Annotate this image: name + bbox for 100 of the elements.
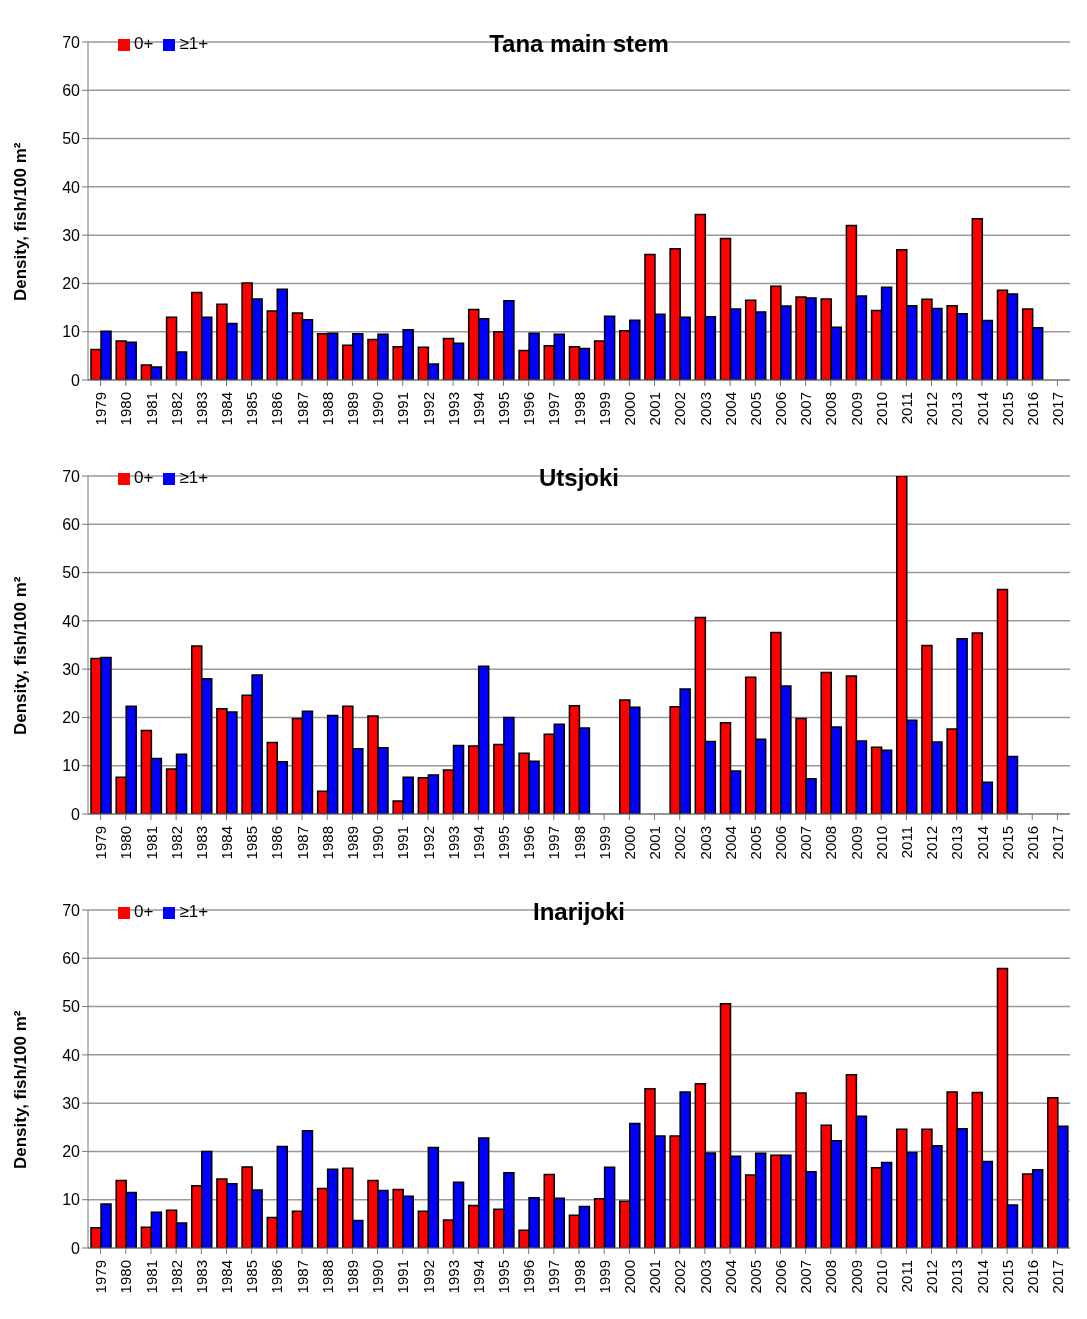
x-tick-label: 1988 — [318, 392, 336, 426]
y-tick-label: 70 — [62, 467, 81, 485]
x-tick-label: 1993 — [444, 1260, 462, 1294]
x-tick-label: 2001 — [646, 826, 664, 860]
chart-title: Utsjoki — [538, 464, 619, 491]
x-tick-label: 2016 — [1023, 392, 1041, 426]
x-tick-label: 1994 — [469, 392, 487, 426]
x-tick-label: 1992 — [419, 1260, 437, 1294]
x-tick-label: 2011 — [897, 392, 915, 425]
x-tick-label: 2004 — [721, 1260, 739, 1294]
x-tick-label: 1979 — [92, 392, 110, 426]
x-tick-label: 1985 — [243, 392, 261, 426]
x-tick-label: 2012 — [923, 1260, 941, 1294]
x-tick-label: 1996 — [520, 826, 538, 860]
x-tick-label: 1988 — [318, 1260, 336, 1294]
legend-label: ≥1+ — [179, 902, 209, 921]
x-tick-label: 1982 — [167, 1260, 185, 1294]
y-tick-label: 40 — [62, 1046, 81, 1064]
x-tick-label: 2011 — [897, 1260, 915, 1293]
x-tick-label: 1990 — [369, 826, 387, 860]
x-tick-label: 1980 — [117, 392, 135, 426]
x-tick-label: 2017 — [1049, 392, 1067, 426]
legend-label: 0+ — [134, 34, 154, 53]
x-tick-label: 2003 — [696, 392, 714, 426]
x-tick-label: 1986 — [268, 1260, 286, 1294]
x-tick-label: 1994 — [469, 826, 487, 860]
x-tick-label: 1999 — [595, 392, 613, 426]
x-tick-label: 2002 — [671, 392, 689, 426]
x-tick-label: 1979 — [92, 826, 110, 860]
x-tick-label: 2013 — [948, 392, 966, 426]
x-tick-label: 2004 — [721, 826, 739, 860]
x-tick-label: 1983 — [192, 392, 210, 426]
y-axis-title: Density, fish/100 m² — [11, 1010, 31, 1169]
x-tick-label: 1996 — [520, 392, 538, 426]
y-tick-label: 50 — [62, 564, 81, 582]
x-tick-label: 2017 — [1049, 1260, 1067, 1294]
x-tick-label: 2004 — [721, 392, 739, 426]
x-tick-label: 1986 — [268, 826, 286, 860]
x-tick-label: 2007 — [797, 392, 815, 426]
x-tick-label: 1990 — [369, 1260, 387, 1294]
y-tick-label: 20 — [62, 1143, 81, 1161]
y-tick-label: 30 — [62, 1094, 81, 1112]
y-tick-label: 40 — [62, 612, 81, 630]
x-tick-label: 2015 — [998, 826, 1016, 860]
x-tick-label: 1989 — [344, 826, 362, 860]
x-tick-label: 1999 — [595, 826, 613, 860]
y-tick-label: 0 — [71, 371, 81, 389]
x-tick-label: 1981 — [142, 1260, 160, 1294]
x-tick-label: 2016 — [1023, 826, 1041, 860]
y-axis-title: Density, fish/100 m² — [11, 142, 31, 301]
x-tick-label: 1990 — [369, 392, 387, 426]
x-tick-label: 1989 — [344, 392, 362, 426]
x-tick-label: 1985 — [243, 1260, 261, 1294]
x-tick-label: 2009 — [847, 1260, 865, 1294]
x-tick-label: 1999 — [595, 1260, 613, 1294]
y-tick-label: 20 — [62, 275, 81, 293]
x-tick-label: 1992 — [419, 826, 437, 860]
x-tick-label: 1983 — [192, 1260, 210, 1294]
x-tick-label: 2002 — [671, 826, 689, 860]
x-tick-label: 2006 — [772, 826, 790, 860]
y-tick-label: 60 — [62, 81, 81, 99]
x-tick-label: 2009 — [847, 392, 865, 426]
x-tick-label: 2010 — [872, 1260, 890, 1294]
legend-label: ≥1+ — [179, 34, 209, 53]
x-tick-label: 2006 — [772, 392, 790, 426]
x-tick-label: 2005 — [746, 826, 764, 860]
x-tick-label: 1987 — [293, 392, 311, 426]
x-tick-label: 2012 — [923, 392, 941, 426]
x-tick-label: 2014 — [973, 392, 991, 426]
y-tick-label: 20 — [62, 709, 81, 727]
x-tick-label: 2005 — [746, 392, 764, 426]
y-tick-label: 70 — [62, 901, 81, 919]
x-tick-label: 2000 — [621, 826, 639, 860]
x-tick-label: 1984 — [218, 392, 236, 426]
y-tick-label: 10 — [62, 757, 81, 775]
y-tick-label: 60 — [62, 949, 81, 967]
x-tick-label: 2014 — [973, 826, 991, 860]
x-tick-label: 1982 — [167, 826, 185, 860]
x-tick-label: 1982 — [167, 392, 185, 426]
x-tick-label: 2017 — [1049, 826, 1067, 860]
x-tick-label: 1988 — [318, 826, 336, 860]
x-tick-label: 2010 — [872, 392, 890, 426]
chart-title: Tana main stem — [489, 30, 669, 57]
y-tick-label: 70 — [62, 33, 81, 51]
y-tick-label: 10 — [62, 1191, 81, 1209]
x-tick-label: 2009 — [847, 826, 865, 860]
x-tick-label: 1987 — [293, 826, 311, 860]
x-tick-label: 2000 — [621, 392, 639, 426]
x-tick-label: 1998 — [570, 1260, 588, 1294]
x-tick-label: 2016 — [1023, 1260, 1041, 1294]
y-axis-title: Density, fish/100 m² — [11, 576, 31, 735]
x-tick-label: 2007 — [797, 826, 815, 860]
x-tick-label: 1984 — [218, 1260, 236, 1294]
x-tick-label: 1989 — [344, 1260, 362, 1294]
y-tick-label: 50 — [62, 998, 81, 1016]
x-tick-label: 1995 — [495, 1260, 513, 1294]
x-tick-label: 2007 — [797, 1260, 815, 1294]
x-tick-label: 2015 — [998, 392, 1016, 426]
x-tick-label: 2003 — [696, 1260, 714, 1294]
x-tick-label: 1991 — [394, 1260, 412, 1294]
